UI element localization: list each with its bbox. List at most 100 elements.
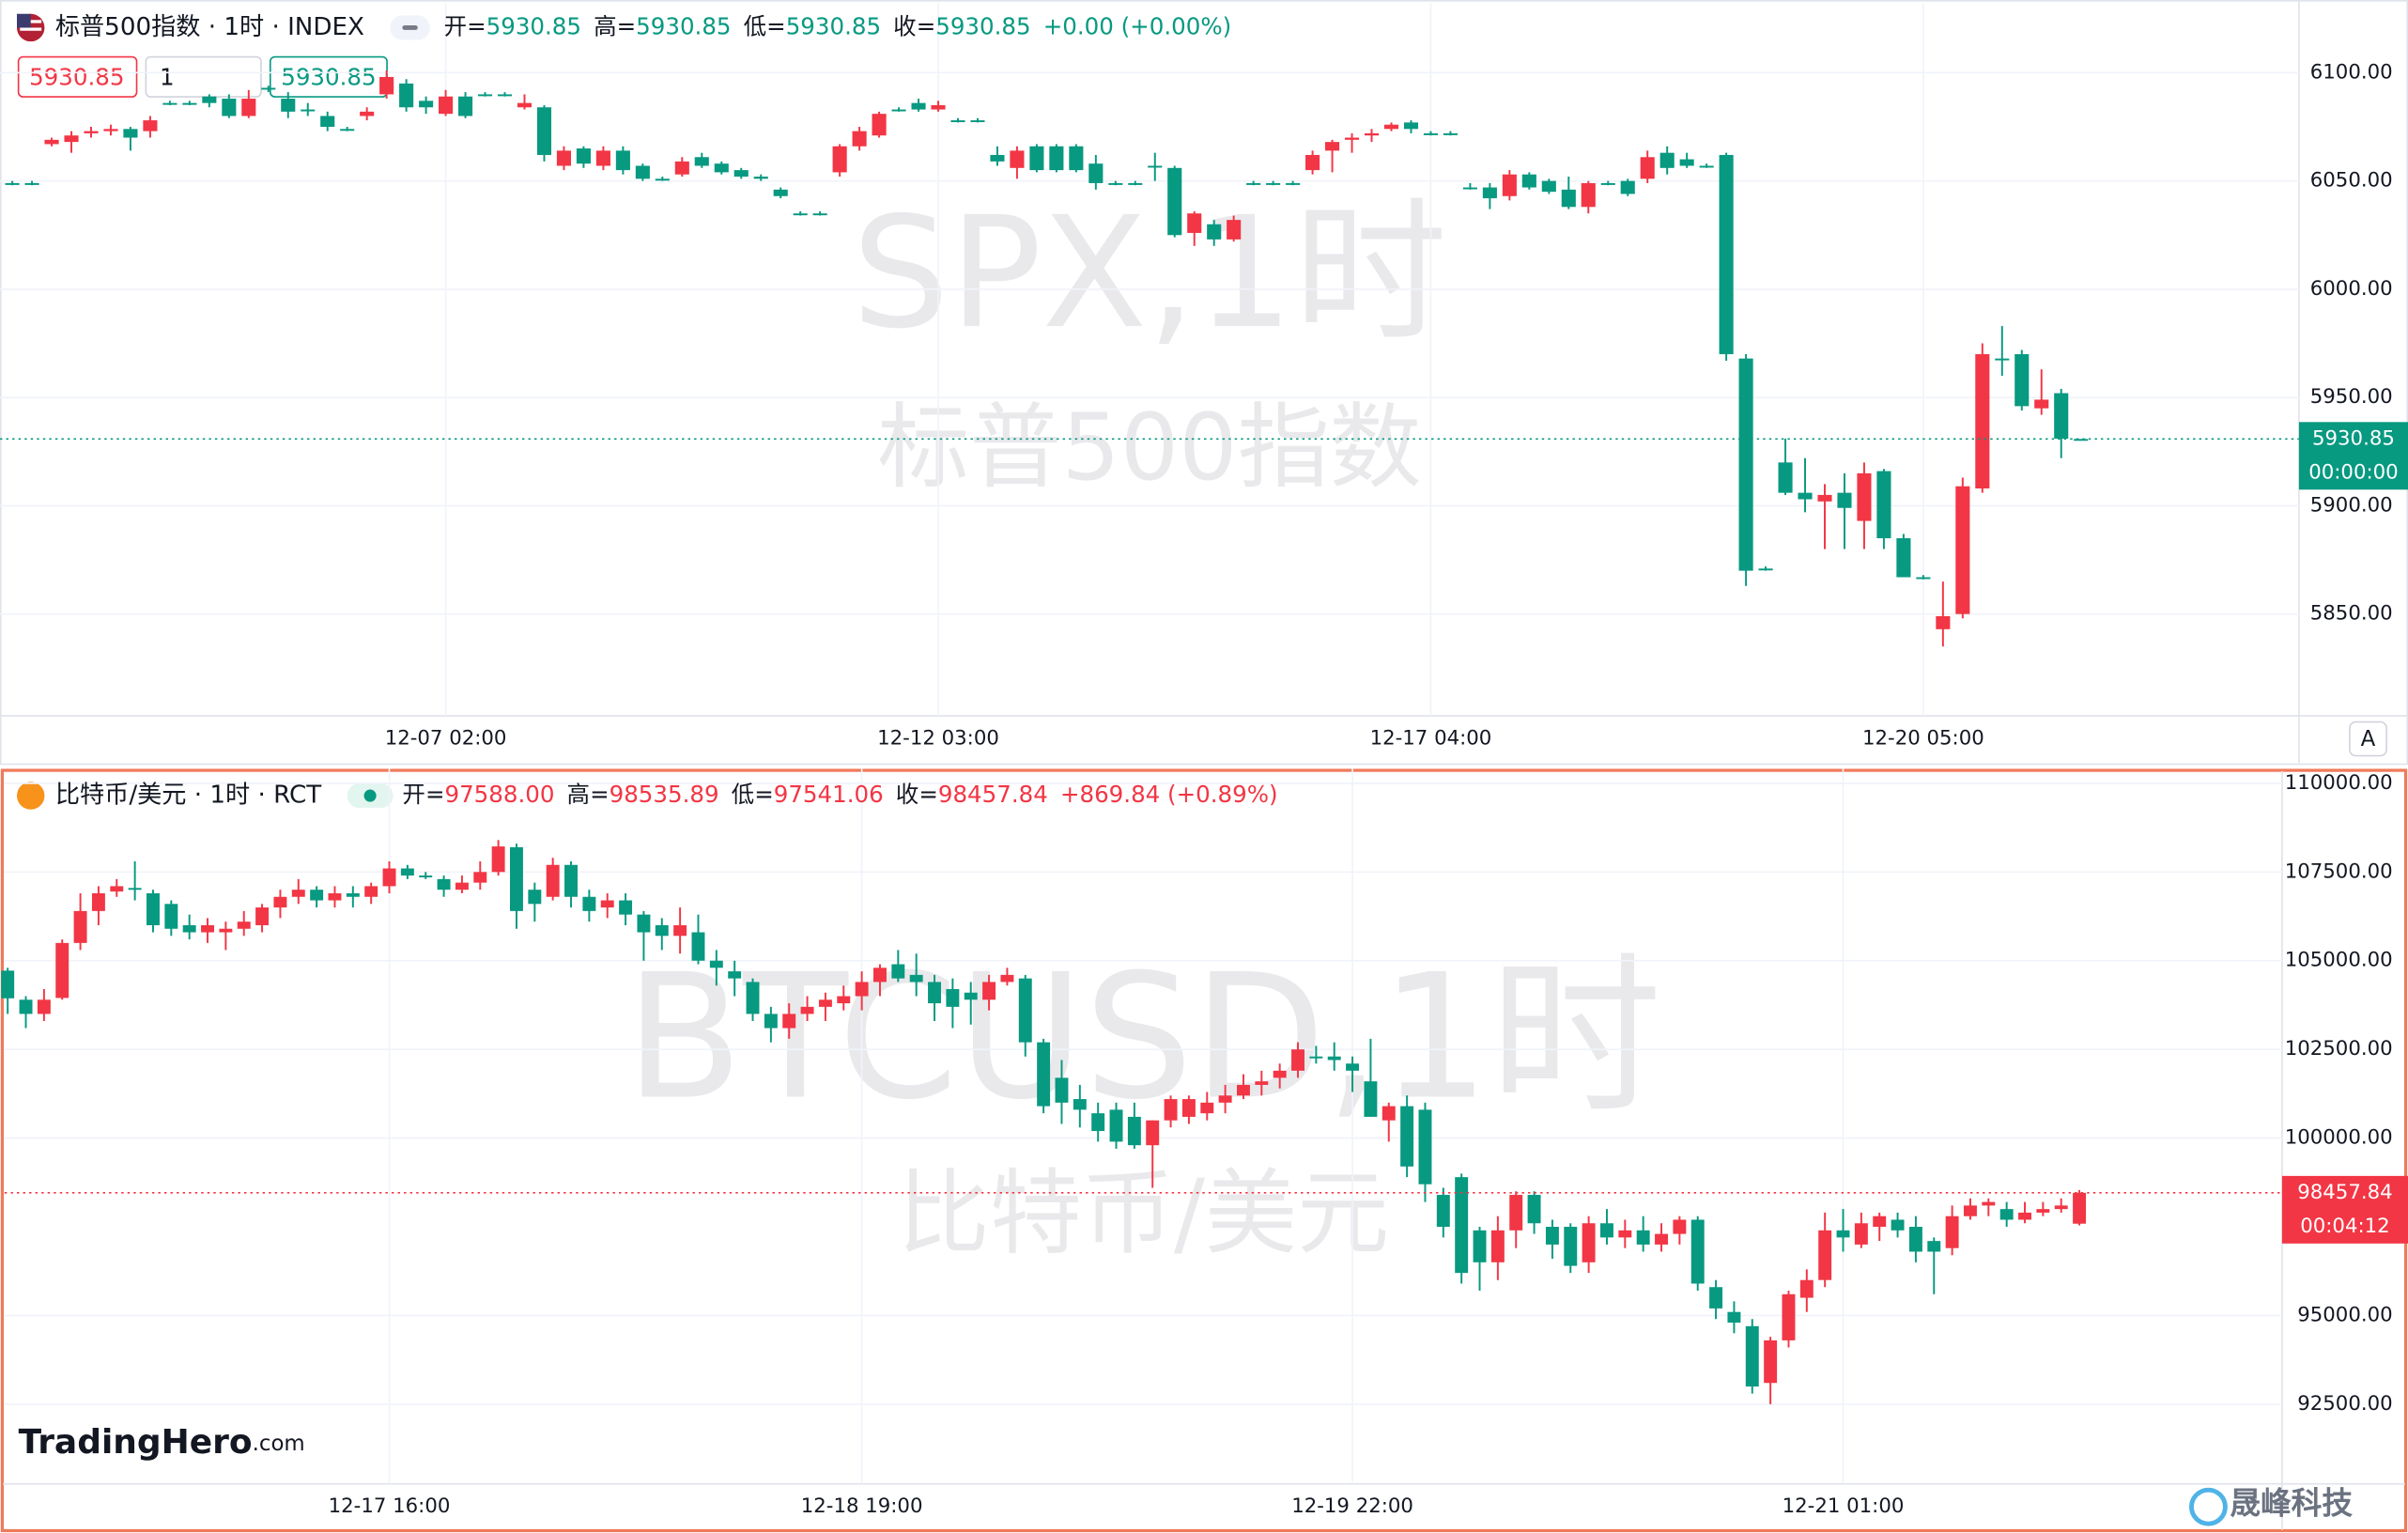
toggle-dot	[363, 789, 377, 802]
candle-body	[1896, 538, 1911, 578]
candle-body	[674, 161, 689, 175]
ohlc-header: 开=5930.85 高=5930.85 低=5930.85 收=5930.85 +0.0…	[444, 12, 1232, 39]
candle-body	[528, 890, 542, 905]
candle-body	[619, 900, 633, 915]
candle-body	[1541, 180, 1556, 193]
candle-body	[164, 904, 178, 929]
candle-body	[182, 924, 196, 933]
candle-body	[1782, 1293, 1796, 1340]
candle-body	[24, 182, 39, 185]
candle-body	[1167, 167, 1182, 236]
candle-body	[1218, 1095, 1232, 1103]
candle-body	[1836, 1230, 1850, 1238]
candle-body	[379, 76, 394, 95]
ohlc-label: 收=	[893, 12, 935, 39]
brand-logo: TradingHero.com	[19, 1423, 305, 1462]
candle-body	[800, 1006, 814, 1014]
candle-body	[773, 189, 788, 196]
candle-body	[1975, 354, 1990, 488]
ohlc-label: 低=	[744, 12, 786, 39]
candle-body	[320, 116, 335, 127]
candle-body	[714, 163, 729, 173]
candle-body	[1745, 1325, 1759, 1387]
candle-body	[1764, 1339, 1778, 1384]
candle-body	[812, 213, 827, 216]
candle-body	[782, 1014, 796, 1029]
auto-scale-button[interactable]	[2349, 720, 2387, 757]
candle-body	[477, 94, 493, 97]
candle-body	[222, 99, 237, 116]
candle-body	[2054, 1205, 2068, 1210]
candle-body	[1246, 182, 1261, 185]
candle-body	[1817, 494, 1832, 502]
candle-body	[655, 924, 669, 937]
btc-icon	[16, 782, 45, 810]
candle-body	[1857, 472, 1872, 521]
candle-body	[1073, 1099, 1087, 1110]
candle-body	[1273, 1070, 1287, 1078]
candle-body	[982, 982, 996, 1000]
watermark-subtitle: 比特币/美元	[898, 1160, 1390, 1267]
candle-body	[1891, 1219, 1905, 1231]
brand-name: TradingHero	[19, 1423, 253, 1462]
x-tick-label: 12-18 19:00	[801, 1494, 923, 1518]
candle-body	[1055, 1077, 1069, 1103]
candle-body	[1527, 1195, 1541, 1224]
candle-body	[437, 878, 451, 890]
candle-body	[182, 102, 197, 105]
candle-body	[1128, 182, 1143, 185]
last-price-label: 98457.84	[2297, 1181, 2392, 1204]
candle-body	[1482, 187, 1497, 199]
candle-body	[753, 177, 768, 179]
ohlc-value: 98535.89	[610, 781, 719, 808]
candle-body	[1473, 1230, 1487, 1262]
candle-body	[909, 974, 923, 983]
candle-body	[2073, 1192, 2087, 1224]
candle-body	[346, 892, 360, 897]
candle-body	[1127, 1116, 1141, 1146]
candle-body	[1655, 1233, 1668, 1245]
candle-body	[536, 107, 552, 155]
last-price-label: 5930.85	[2312, 426, 2395, 450]
auto-scale-label: A	[2361, 727, 2376, 751]
candle-body	[1581, 182, 1596, 208]
y-tick-label: 6000.00	[2310, 277, 2393, 301]
ohlc-value: 5930.85	[486, 12, 581, 39]
candle-body	[1564, 1227, 1578, 1266]
toggle-dash	[402, 25, 418, 30]
candle-body	[595, 150, 610, 166]
candle-body	[5, 182, 20, 185]
candle-body	[123, 129, 138, 138]
candle-body	[328, 892, 342, 901]
candle-body	[84, 131, 99, 133]
candle-body	[1955, 486, 1970, 614]
candle-body	[1799, 1279, 1814, 1298]
watermark: SPX,1时	[852, 183, 1447, 363]
candle-body	[103, 129, 118, 132]
candle-body	[261, 87, 276, 90]
candle-body	[911, 102, 926, 110]
candle-body	[55, 942, 69, 999]
x-tick-label: 12-20 05:00	[1862, 727, 1984, 751]
candle-body	[1069, 146, 1084, 171]
candle-body	[1659, 152, 1675, 168]
candle-body	[340, 129, 355, 132]
candle-body	[1545, 1227, 1559, 1245]
candle-body	[301, 109, 316, 112]
candle-body	[1000, 974, 1014, 983]
candle-body	[1364, 132, 1380, 136]
us-flag-icon	[16, 13, 45, 42]
y-tick-label: 5850.00	[2310, 602, 2393, 626]
candle-body	[1327, 1056, 1341, 1061]
candle-body	[455, 882, 469, 890]
candle-body	[1738, 358, 1753, 571]
candle-body	[1521, 174, 1536, 188]
y-tick-label: 105000.00	[2285, 949, 2393, 972]
candle-body	[1854, 1223, 1868, 1245]
symbol-title: 比特币/美元 · 1时 · RCT	[55, 782, 322, 810]
price-input[interactable]	[17, 55, 138, 98]
candle-body	[1255, 1081, 1269, 1085]
candle-body	[1699, 165, 1714, 168]
candle-body	[458, 96, 473, 116]
